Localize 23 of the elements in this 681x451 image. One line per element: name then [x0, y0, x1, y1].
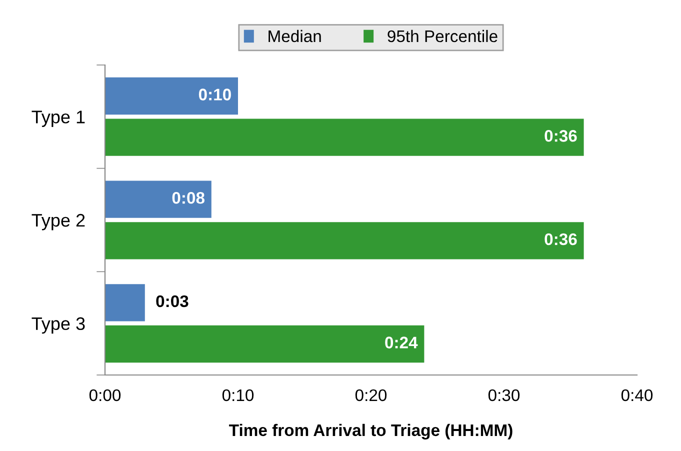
bar [105, 222, 584, 260]
x-tick-label: 0:00 [89, 389, 121, 402]
bar [105, 284, 145, 322]
x-tick-label: 0:40 [621, 389, 653, 402]
y-tick-label: Type 1 [32, 110, 85, 127]
bar [105, 325, 424, 363]
bar [105, 180, 212, 218]
bar [105, 118, 584, 156]
y-tick-label: Type 3 [32, 317, 85, 334]
data-label: 0:24 [385, 336, 418, 348]
x-axis-title: Time from Arrival to Triage (HH:MM) [229, 424, 512, 440]
x-tick-label: 0:30 [488, 389, 520, 402]
data-label: 0:36 [544, 233, 577, 246]
data-label: 0:36 [544, 130, 577, 142]
x-tick-label: 0:20 [355, 389, 387, 402]
data-label: 0:03 [156, 295, 188, 308]
y-tick-label: Type 2 [32, 214, 85, 230]
legend-label: 95th Percentile [388, 30, 498, 42]
bar [105, 77, 238, 115]
x-tick-label: 0:10 [222, 389, 254, 402]
data-label: 0:08 [172, 192, 205, 204]
data-label: 0:10 [198, 88, 231, 100]
legend-label: Median [268, 30, 321, 42]
